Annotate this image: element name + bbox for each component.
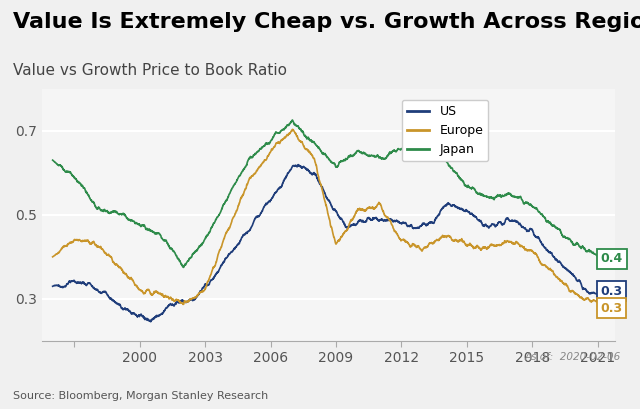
Text: As of:  2020-02-06: As of: 2020-02-06	[525, 352, 621, 362]
Text: Source: Bloomberg, Morgan Stanley Research: Source: Bloomberg, Morgan Stanley Resear…	[13, 391, 268, 401]
Text: 0.3: 0.3	[601, 302, 623, 315]
Text: 0.4: 0.4	[601, 252, 623, 265]
Text: Value vs Growth Price to Book Ratio: Value vs Growth Price to Book Ratio	[13, 63, 287, 79]
Text: Value Is Extremely Cheap vs. Growth Across Regions: Value Is Extremely Cheap vs. Growth Acro…	[13, 12, 640, 32]
Text: 0.3: 0.3	[601, 285, 623, 298]
Legend: US, Europe, Japan: US, Europe, Japan	[402, 100, 488, 162]
